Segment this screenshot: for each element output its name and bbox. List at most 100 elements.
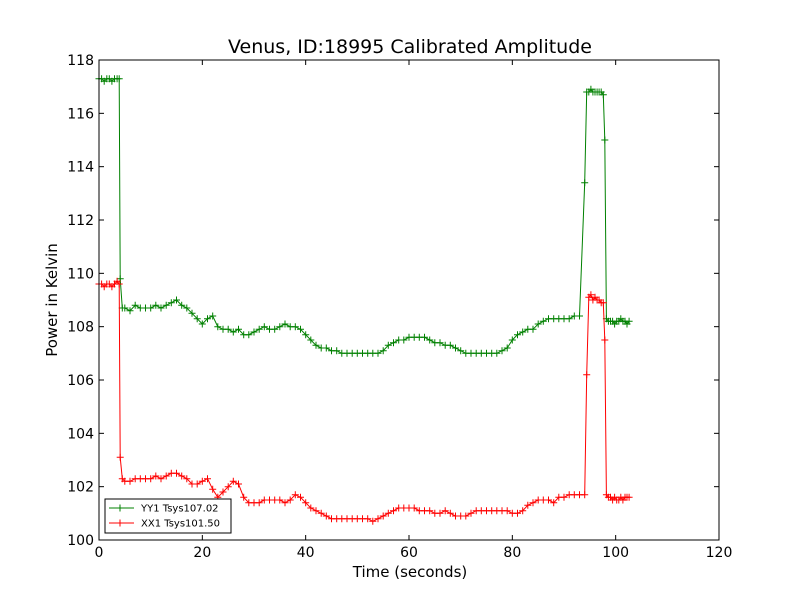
data-point — [545, 496, 552, 504]
data-point — [467, 509, 475, 517]
data-point — [260, 323, 268, 331]
chart-title: Venus, ID:18995 Calibrated Amplitude — [228, 36, 592, 58]
data-point — [167, 299, 175, 307]
data-point — [193, 315, 201, 323]
data-point — [240, 493, 248, 501]
data-point — [219, 488, 227, 496]
data-point — [235, 325, 242, 333]
data-point — [147, 475, 155, 483]
data-point — [534, 320, 542, 328]
data-point — [245, 331, 253, 339]
legend-box — [104, 498, 232, 534]
y-tick-label: 110 — [67, 266, 94, 282]
data-point — [188, 309, 196, 317]
data-point — [462, 512, 470, 520]
ticks-layer: 0 20 40 60 80 100 120 100 102 104 106 108 110 112 114 1… — [67, 53, 732, 561]
data-point — [493, 349, 501, 357]
legend-marker-xx1 — [116, 519, 124, 527]
data-point — [152, 301, 160, 309]
data-point — [400, 336, 408, 344]
data-point — [446, 341, 454, 349]
data-point — [229, 328, 237, 336]
data-point — [601, 336, 609, 344]
data-point — [198, 477, 206, 485]
data-point — [312, 507, 320, 515]
data-point — [250, 328, 258, 336]
data-point — [173, 296, 180, 304]
x-tick-label: 20 — [193, 545, 211, 561]
data-point — [183, 304, 191, 312]
data-point — [317, 509, 325, 517]
data-point — [565, 315, 573, 323]
data-point — [157, 475, 165, 483]
data-point — [599, 299, 607, 307]
legend: YY1 Tsys107.02 XX1 Tsys101.50 — [104, 498, 232, 534]
data-point — [441, 507, 449, 515]
data-point — [115, 75, 123, 83]
data-point — [384, 509, 392, 517]
data-point — [374, 515, 382, 523]
data-point — [116, 453, 124, 461]
data-point — [322, 512, 330, 520]
x-tick-label: 0 — [95, 545, 104, 561]
data-point — [364, 515, 372, 523]
data-point — [224, 325, 232, 333]
data-point — [276, 496, 284, 504]
data-point — [514, 509, 521, 517]
x-axis-label: Time (seconds) — [352, 563, 468, 581]
data-point — [426, 336, 434, 344]
data-point — [519, 328, 527, 336]
data-point — [539, 317, 547, 325]
data-point — [209, 485, 217, 493]
data-point — [379, 512, 387, 520]
data-point — [276, 323, 284, 331]
data-point — [214, 323, 222, 331]
data-point — [312, 341, 320, 349]
data-point — [369, 517, 377, 525]
data-point — [446, 509, 454, 517]
data-point — [436, 509, 444, 517]
y-tick-label: 102 — [67, 480, 94, 496]
data-point — [235, 480, 242, 488]
data-point — [503, 344, 511, 352]
data-point — [178, 301, 186, 309]
data-point — [560, 493, 568, 501]
y-tick-label: 106 — [67, 373, 94, 389]
data-point — [204, 475, 211, 483]
data-point — [519, 507, 527, 515]
data-point — [198, 320, 206, 328]
data-point — [302, 499, 310, 507]
data-point — [625, 317, 633, 325]
data-point — [162, 472, 170, 480]
data-point — [550, 499, 558, 507]
data-point — [529, 325, 537, 333]
plot-area: 0 20 40 60 80 100 120 100 102 104 106 108 110 112 114 1… — [67, 53, 732, 561]
x-tick-label: 80 — [503, 545, 521, 561]
y-axis-label: Power in Kelvin — [43, 243, 61, 357]
data-point — [581, 491, 589, 499]
data-point — [503, 507, 511, 515]
x-tick-label: 40 — [297, 545, 315, 561]
data-point — [583, 371, 591, 379]
data-point — [162, 301, 170, 309]
x-tick-label: 60 — [400, 545, 418, 561]
data-point — [147, 304, 155, 312]
data-point — [514, 331, 521, 339]
data-point — [426, 507, 434, 515]
data-point — [297, 493, 304, 501]
data-point — [204, 315, 211, 323]
data-point — [599, 91, 607, 99]
data-point — [508, 336, 516, 344]
data-point — [374, 349, 382, 357]
legend-label-yy1: YY1 Tsys107.02 — [140, 504, 219, 515]
y-tick-label: 108 — [67, 320, 94, 336]
data-point — [625, 493, 633, 501]
data-point — [291, 491, 299, 499]
data-point — [255, 499, 263, 507]
data-point — [121, 304, 129, 312]
data-point — [333, 347, 341, 355]
data-point — [209, 312, 217, 320]
data-point — [581, 179, 589, 187]
data-point — [601, 136, 609, 144]
